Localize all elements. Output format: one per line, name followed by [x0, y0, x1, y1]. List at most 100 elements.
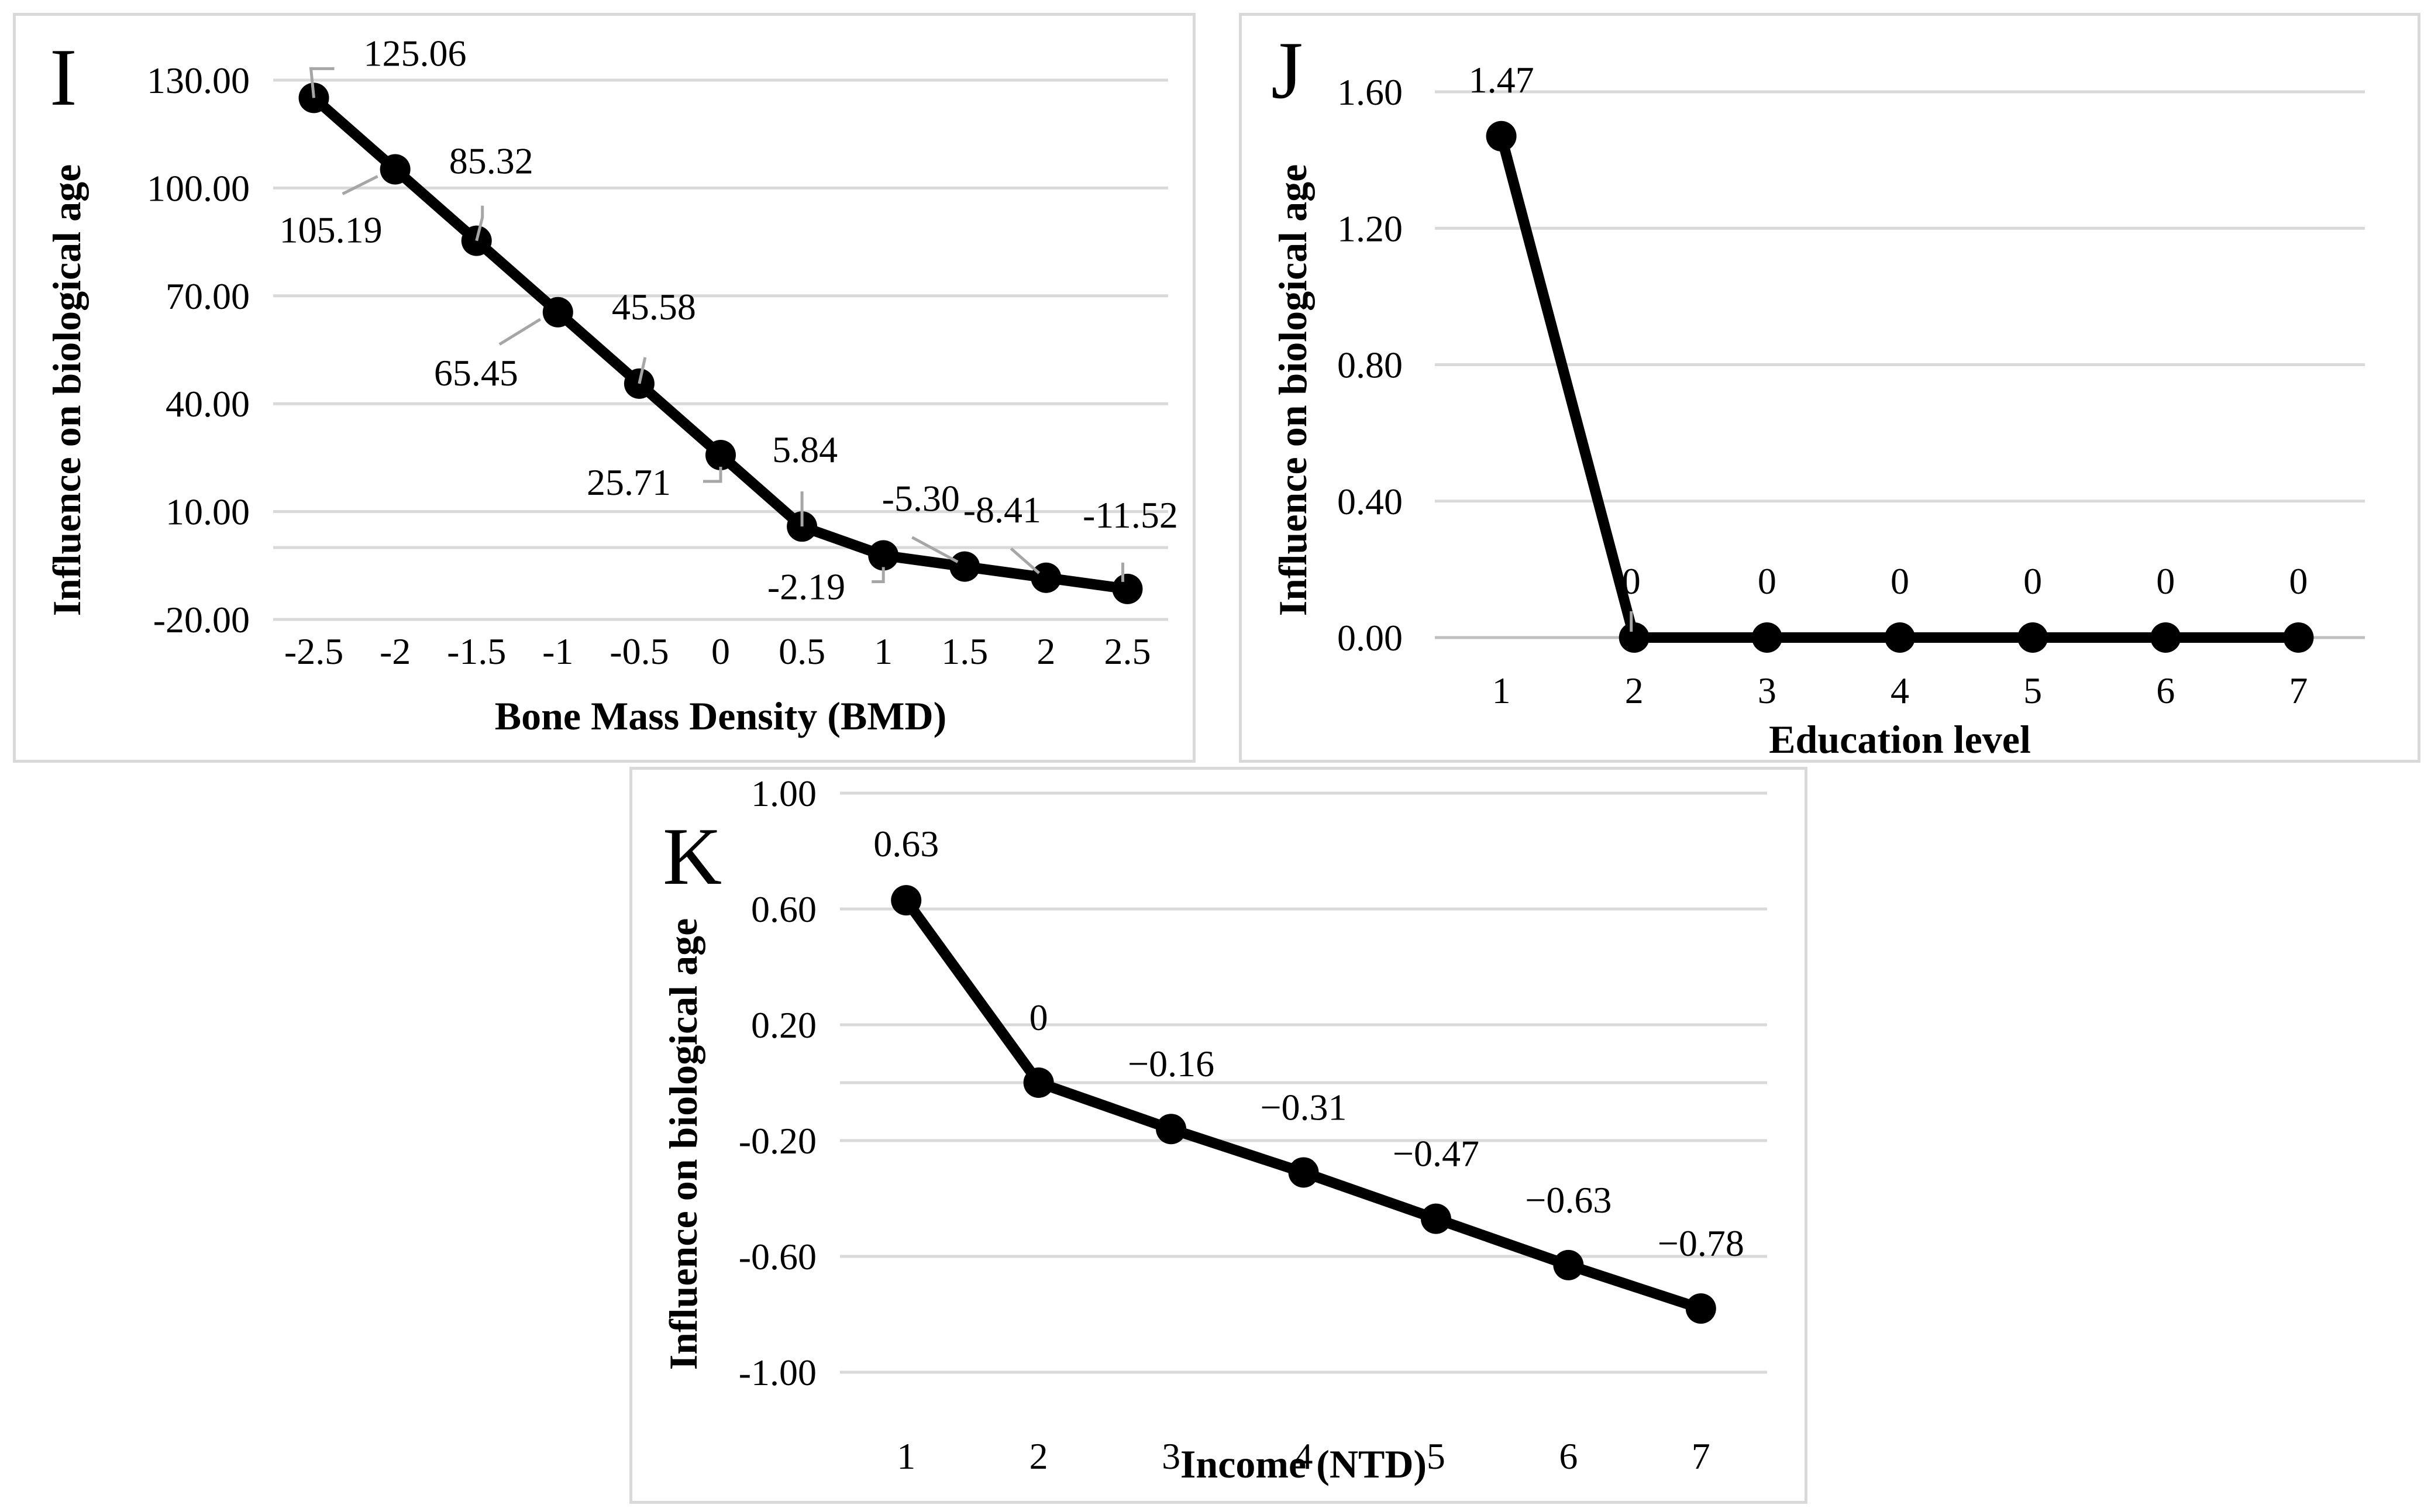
x-axis-title-i: Bone Mass Density (BMD) [495, 694, 947, 738]
y-tick-label-k: -1.00 [739, 1352, 817, 1393]
data-point-i [949, 551, 980, 582]
chart-k-svg: -1.00 -0.60 -0.20 0.20 0.60 1.00 1 2 3 4 5 6 7 0.63 0 −… [661, 773, 1767, 1486]
data-label-j: 0 [1758, 560, 1776, 602]
data-label-j: 0 [2023, 560, 2042, 602]
x-tick-label-i: 2 [1037, 631, 1055, 672]
data-label-j: 1.47 [1469, 59, 1534, 101]
data-label-i: 25.71 [587, 461, 671, 503]
data-label-i: 65.45 [434, 352, 518, 394]
leader-line-i [475, 205, 484, 242]
y-tick-label-k: 1.00 [751, 773, 817, 814]
x-tick-label-k: 6 [1559, 1435, 1578, 1477]
leader-line-i [309, 67, 335, 98]
y-tick-label-i: 70.00 [166, 275, 250, 317]
y-tick-label-k: 0.20 [751, 1004, 817, 1046]
y-tick-label-k: 0.60 [751, 888, 817, 930]
data-point-k [1685, 1293, 1716, 1324]
y-tick-label-j: 1.60 [1337, 71, 1403, 113]
x-tick-label-k: 1 [897, 1435, 915, 1477]
data-label-i: -2.19 [767, 566, 845, 608]
data-point-j [1885, 622, 1915, 653]
x-tick-label-j: 2 [1625, 670, 1644, 711]
x-tick-label-i: 0.5 [779, 631, 825, 672]
data-point-k [1553, 1249, 1584, 1280]
x-tick-label-i: -1.5 [447, 631, 506, 672]
data-label-k: 0 [1029, 997, 1048, 1038]
y-tick-label-i: -20.00 [153, 599, 250, 640]
panel-label-i: I [50, 32, 77, 123]
data-label-i: 45.58 [612, 286, 696, 328]
x-tick-label-j: 5 [2023, 670, 2042, 711]
x-tick-label-i: -2 [380, 631, 411, 672]
y-tick-label-i: 10.00 [166, 491, 250, 533]
chart-panel-j: 0.00 0.40 0.80 1.20 1.60 1 2 3 4 5 6 7 1.47 0 0 0 0 0 0 Edu… [1239, 13, 2420, 763]
chart-j-svg: 0.00 0.40 0.80 1.20 1.60 1 2 3 4 5 6 7 1.47 0 0 0 0 0 0 Edu… [1270, 25, 2365, 762]
y-axis-title-k: Influence on biological age [661, 918, 705, 1370]
data-label-i: 85.32 [449, 140, 533, 182]
y-tick-label-i: 100.00 [147, 167, 250, 209]
chart-panel-i: -20.00 10.00 40.00 70.00 100.00 130.00 -2.5 -2-… [13, 13, 1196, 763]
data-label-k: −0.47 [1393, 1133, 1479, 1175]
data-label-i: 125.06 [364, 32, 467, 74]
y-tick-label-j: 0.80 [1337, 345, 1403, 386]
data-label-i: -11.52 [1083, 494, 1178, 536]
panel-label-j: J [1271, 25, 1303, 116]
leader-line-i [638, 357, 647, 384]
data-point-k [1023, 1067, 1054, 1098]
data-point-j [2150, 622, 2181, 653]
x-tick-label-i: 0 [711, 631, 730, 672]
data-point-i [868, 540, 899, 571]
data-point-i [1031, 562, 1062, 593]
x-tick-label-k: 5 [1427, 1435, 1445, 1477]
x-tick-label-k: 4 [1294, 1435, 1313, 1477]
x-tick-label-k: 7 [1692, 1435, 1710, 1477]
data-point-k [1156, 1114, 1187, 1145]
data-label-k: −0.31 [1260, 1086, 1347, 1128]
data-label-k: −0.16 [1128, 1043, 1214, 1084]
data-label-j: 0 [1622, 560, 1641, 602]
data-label-i: 5.84 [772, 429, 838, 470]
data-point-j [2017, 622, 2048, 653]
x-tick-label-i: -1 [542, 631, 573, 672]
data-label-k: −0.63 [1525, 1179, 1612, 1221]
x-axis-title-k: Income (NTD) [1180, 1442, 1427, 1486]
data-label-k: −0.78 [1658, 1222, 1744, 1264]
data-point-i [705, 440, 736, 471]
y-tick-label-j: 0.00 [1337, 617, 1403, 659]
x-tick-label-j: 1 [1492, 670, 1511, 711]
leader-line-i [498, 318, 542, 346]
x-tick-label-i: -0.5 [610, 631, 669, 672]
data-label-i: -8.41 [963, 489, 1041, 531]
y-tick-label-i: 40.00 [166, 383, 250, 425]
x-tick-label-i: 1.5 [941, 631, 988, 672]
leader-line-i [703, 467, 722, 483]
leader-line-i [872, 567, 885, 584]
x-tick-label-i: 2.5 [1104, 631, 1151, 672]
y-axis-title-i: Influence on biological age [44, 164, 89, 616]
leader-line-i [342, 175, 378, 195]
x-tick-label-j: 4 [1891, 670, 1909, 711]
x-tick-label-j: 7 [2289, 670, 2308, 711]
y-tick-label-k: -0.60 [739, 1236, 817, 1277]
data-point-i [542, 297, 573, 328]
y-axis-title-j: Influence on biological age [1270, 164, 1315, 616]
x-tick-label-j: 3 [1758, 670, 1776, 711]
data-label-j: 0 [2156, 560, 2175, 602]
data-point-i [1112, 573, 1143, 604]
x-tick-label-i: 1 [874, 631, 893, 672]
data-point-k [891, 885, 922, 916]
panel-label-k: K [663, 811, 722, 902]
chart-panel-k: -1.00 -0.60 -0.20 0.20 0.60 1.00 1 2 3 4 5 6 7 0.63 0 −… [629, 767, 1807, 1504]
data-point-j [2283, 622, 2314, 653]
leader-line-i [911, 536, 959, 563]
data-point-k [1288, 1157, 1319, 1188]
y-tick-label-i: 130.00 [147, 60, 250, 101]
data-label-i: -5.30 [882, 478, 960, 519]
x-tick-label-k: 2 [1029, 1435, 1048, 1477]
data-point-j [1486, 120, 1517, 151]
x-tick-label-k: 3 [1162, 1435, 1180, 1477]
data-point-j [1619, 622, 1650, 653]
x-axis-title-j: Education level [1769, 717, 2031, 762]
data-label-i: 105.19 [280, 209, 383, 250]
